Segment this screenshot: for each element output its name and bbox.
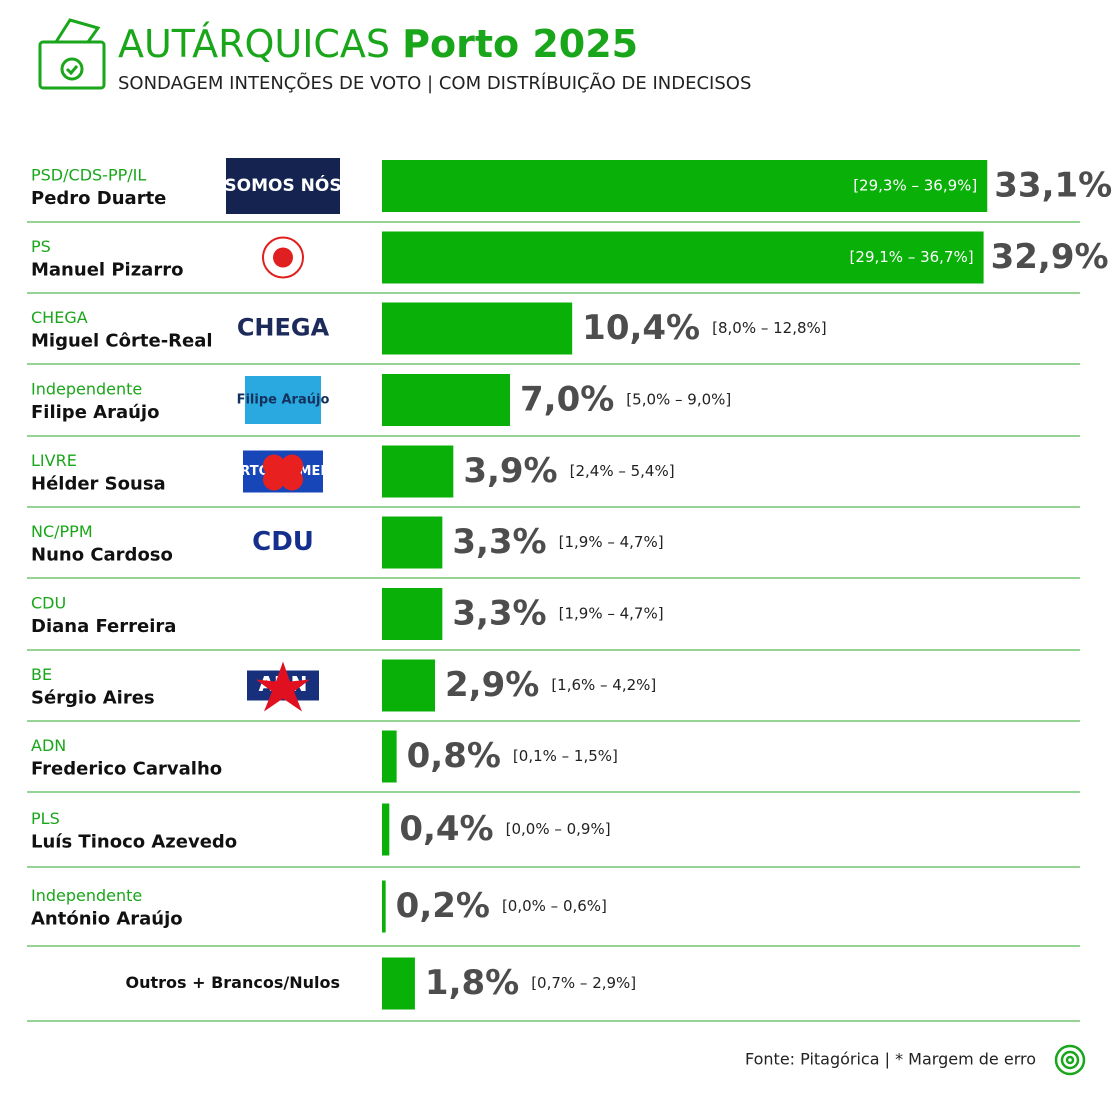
party-label: Independente	[31, 380, 142, 399]
category-label: António Araújo	[31, 909, 183, 930]
bar	[382, 231, 984, 284]
interval-label: [0,0% – 0,9%]	[506, 820, 611, 838]
category-label: Sérgio Aires	[31, 688, 155, 709]
value-label: 1,8%	[425, 963, 519, 1003]
interval-label: [5,0% – 9,0%]	[626, 391, 731, 409]
logo-text: CDU	[252, 527, 314, 557]
party-label: BE	[31, 665, 52, 684]
bar	[382, 302, 573, 355]
party-label: ADN	[31, 736, 66, 755]
source: Fonte: Pitagórica | * Margem de erro	[745, 1050, 1036, 1069]
interval-label: [29,1% – 36,7%]	[850, 248, 974, 266]
logo-livre	[272, 460, 294, 483]
category-label: Nuno Cardoso	[31, 545, 173, 566]
party-label: LIVRE	[31, 451, 77, 470]
category-label: Frederico Carvalho	[31, 759, 222, 780]
bar	[382, 516, 443, 569]
value-label: 33,1%	[994, 166, 1112, 206]
bar	[382, 730, 397, 783]
logo-box	[245, 376, 321, 424]
interval-label: [8,0% – 12,8%]	[712, 319, 827, 337]
value-label: 3,3%	[452, 594, 546, 634]
category-label: Manuel Pizarro	[31, 260, 183, 281]
interval-label: [2,4% – 5,4%]	[570, 462, 675, 480]
ballot-icon	[38, 18, 106, 90]
value-label: 0,4%	[399, 809, 493, 849]
interval-label: [1,9% – 4,7%]	[559, 533, 664, 551]
party-label: CHEGA	[31, 308, 88, 327]
category-label: Hélder Sousa	[31, 474, 166, 495]
value-label: 32,9%	[991, 237, 1109, 277]
category-label: Filipe Araújo	[31, 402, 159, 423]
bar	[382, 880, 386, 933]
bar	[382, 957, 415, 1010]
party-label: NC/PPM	[31, 522, 93, 541]
title-main: AUTÁRQUICAS	[118, 22, 390, 66]
interval-label: [0,1% – 1,5%]	[513, 747, 618, 765]
bar	[382, 160, 988, 212]
logo-be	[256, 661, 310, 712]
value-label: 7,0%	[520, 380, 614, 420]
party-label: PS	[31, 237, 51, 256]
bar	[382, 445, 454, 498]
party-label: PSD/CDS-PP/IL	[31, 166, 146, 185]
value-label: 3,3%	[452, 522, 546, 562]
interval-label: [1,6% – 4,2%]	[551, 676, 656, 694]
interval-label: [0,0% – 0,6%]	[502, 897, 607, 915]
value-label: 3,9%	[463, 451, 557, 491]
logo-box	[226, 158, 340, 214]
bar	[382, 588, 443, 640]
category-label: Outros + Brancos/Nulos	[126, 973, 341, 992]
party-label: PLS	[31, 809, 60, 828]
logo-text: SOMOS NÓS	[224, 174, 341, 196]
value-label: 0,2%	[396, 886, 490, 926]
bar	[382, 803, 390, 856]
party-label: Independente	[31, 886, 142, 905]
title: AUTÁRQUICAS Porto 2025	[118, 22, 638, 66]
category-label: Luís Tinoco Azevedo	[31, 832, 237, 853]
logo-text: CHEGA	[237, 314, 330, 342]
logo-text: Filipe Araújo	[237, 393, 330, 408]
category-label: Pedro Duarte	[31, 188, 166, 209]
value-label: 2,9%	[445, 665, 539, 705]
bar	[382, 659, 436, 712]
brand-icon	[1054, 1044, 1086, 1076]
interval-label: [1,9% – 4,7%]	[559, 605, 664, 623]
interval-label: [29,3% – 36,9%]	[853, 177, 977, 195]
value-label: 10,4%	[582, 308, 700, 348]
category-label: Miguel Côrte-Real	[31, 331, 213, 352]
interval-label: [0,7% – 2,9%]	[531, 974, 636, 992]
logo-ps-inner	[273, 247, 293, 268]
title-highlight: Porto 2025	[402, 22, 638, 66]
category-label: Diana Ferreira	[31, 616, 176, 637]
subtitle: SONDAGEM INTENÇÕES DE VOTO | COM DISTRÍB…	[118, 72, 751, 94]
value-label: 0,8%	[407, 736, 501, 776]
party-label: CDU	[31, 594, 66, 613]
bar	[382, 374, 510, 426]
